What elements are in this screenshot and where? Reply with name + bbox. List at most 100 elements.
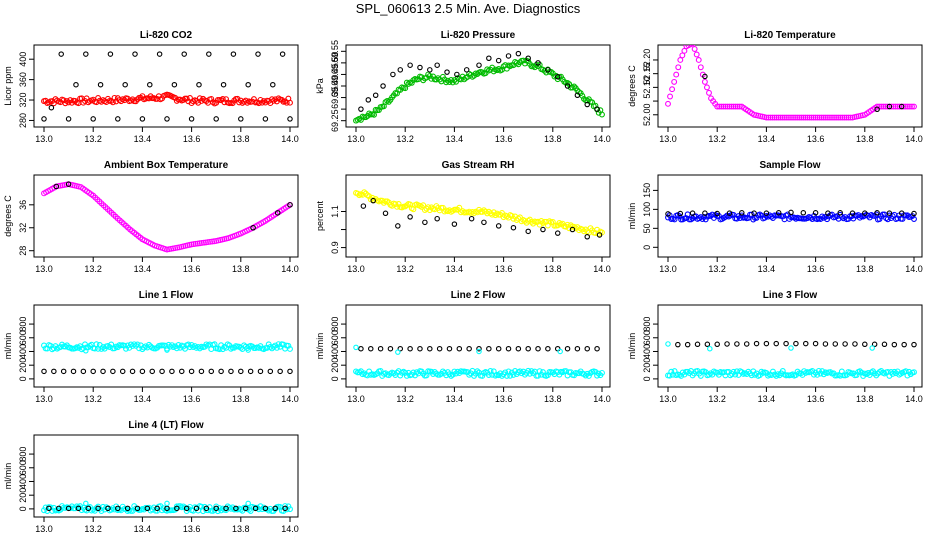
data-point-black: [250, 225, 256, 231]
data-point-black: [387, 345, 394, 352]
data-point-cyan: [449, 371, 456, 378]
data-point-cyan: [377, 368, 384, 374]
series-cyan: [665, 367, 917, 379]
data-point-cyan-outliers: [164, 347, 170, 353]
data-point-main: [726, 103, 733, 110]
series-black: [46, 505, 288, 512]
x-tick-label: 14.0: [593, 264, 611, 274]
data-point-black: [886, 103, 893, 110]
data-layer: [353, 189, 605, 240]
data-point-main: [269, 96, 275, 103]
data-point-cyan: [121, 342, 128, 349]
data-point-cyan: [773, 372, 780, 379]
data-point-main: [908, 103, 915, 110]
data-point-main: [665, 100, 671, 107]
data-point-main: [777, 114, 784, 121]
data-point-cyan: [599, 369, 605, 376]
data-point-cyan: [856, 368, 863, 375]
data-point-black: [196, 81, 202, 88]
data-point-black: [842, 341, 848, 347]
data-point-black: [476, 345, 482, 352]
data-point-main: [64, 98, 70, 105]
data-point-black: [242, 505, 249, 512]
data-point-main: [223, 96, 229, 103]
data-point-black: [444, 69, 450, 75]
data-point-main: [822, 114, 829, 121]
y-tick-label: 69.35: [330, 86, 340, 109]
data-point-black: [417, 345, 423, 352]
data-point-cyan: [287, 346, 293, 352]
data-point-black: [481, 219, 487, 226]
data-point-cyan: [255, 506, 262, 513]
data-point-cyan: [111, 345, 118, 352]
data-point-black: [468, 215, 475, 222]
y-tick-label: 200: [642, 358, 652, 373]
data-point-main: [771, 114, 778, 121]
data-point-black: [495, 223, 502, 229]
data-point-black: [726, 210, 733, 216]
data-point-black: [724, 341, 730, 347]
data-point-main: [814, 114, 821, 121]
data-point-main: [676, 213, 683, 220]
data-point-black: [407, 345, 413, 352]
data-point-main: [812, 114, 819, 121]
data-point-black: [83, 51, 89, 57]
data-point-black: [734, 341, 740, 347]
x-tick-label: 13.2: [708, 394, 726, 404]
x-tick-label: 14.0: [905, 134, 923, 144]
data-point-black: [812, 340, 819, 347]
data-point-main: [781, 114, 788, 121]
x-tick-label: 13.0: [659, 134, 677, 144]
data-point-black: [911, 341, 917, 348]
data-point-black: [675, 341, 681, 348]
y-axis-label: ml/min: [627, 333, 637, 360]
data-point-black: [584, 101, 590, 108]
data-point-black: [154, 505, 160, 512]
data-point-main: [806, 114, 813, 121]
x-tick-label: 13.2: [396, 264, 414, 274]
data-point-main: [675, 64, 682, 71]
y-tick-label: 69.55: [330, 40, 340, 63]
x-tick-label: 13.6: [183, 264, 201, 274]
y-tick-label: 150: [642, 183, 652, 198]
data-point-black: [193, 505, 200, 512]
data-point-main: [829, 114, 835, 121]
data-point-main: [706, 89, 712, 96]
x-tick-label: 13.6: [495, 394, 513, 404]
data-point-black: [218, 368, 224, 375]
data-point-black: [287, 116, 293, 122]
x-tick-label: 13.0: [347, 394, 365, 404]
data-point-cyan-outliers: [665, 341, 671, 347]
series-main: [665, 211, 917, 223]
data-point-cyan: [282, 503, 289, 509]
plot-frame: [33, 44, 299, 128]
data-point-black: [574, 345, 581, 352]
data-point-main: [847, 114, 854, 121]
data-point-main: [856, 214, 863, 221]
data-point-cyan: [581, 371, 587, 378]
data-point-black: [377, 345, 384, 352]
y-axis-label: percent: [315, 200, 325, 231]
data-point-black: [574, 92, 581, 99]
y-tick-label: 52.20: [642, 49, 652, 72]
data-layer: [41, 500, 293, 515]
y-tick-label: 800: [642, 317, 652, 332]
x-tick-label: 13.8: [232, 394, 250, 404]
data-point-main: [810, 114, 817, 121]
data-point-main: [679, 52, 686, 59]
data-point-main: [231, 97, 238, 104]
data-point-main: [732, 103, 739, 110]
y-tick-label: 600: [18, 460, 28, 475]
y-tick-label: 36: [18, 200, 28, 210]
data-point-main: [906, 103, 913, 110]
data-point-main: [904, 103, 911, 110]
x-tick-label: 13.8: [544, 134, 562, 144]
x-tick-label: 13.6: [807, 134, 825, 144]
panel-title: Li-820 Temperature: [744, 30, 836, 41]
x-tick-label: 13.4: [446, 394, 464, 404]
data-point-main: [874, 103, 881, 110]
series-main: [353, 57, 605, 124]
data-point-main: [703, 84, 710, 91]
data-point-black: [540, 226, 546, 233]
data-point-cyan: [819, 368, 826, 375]
